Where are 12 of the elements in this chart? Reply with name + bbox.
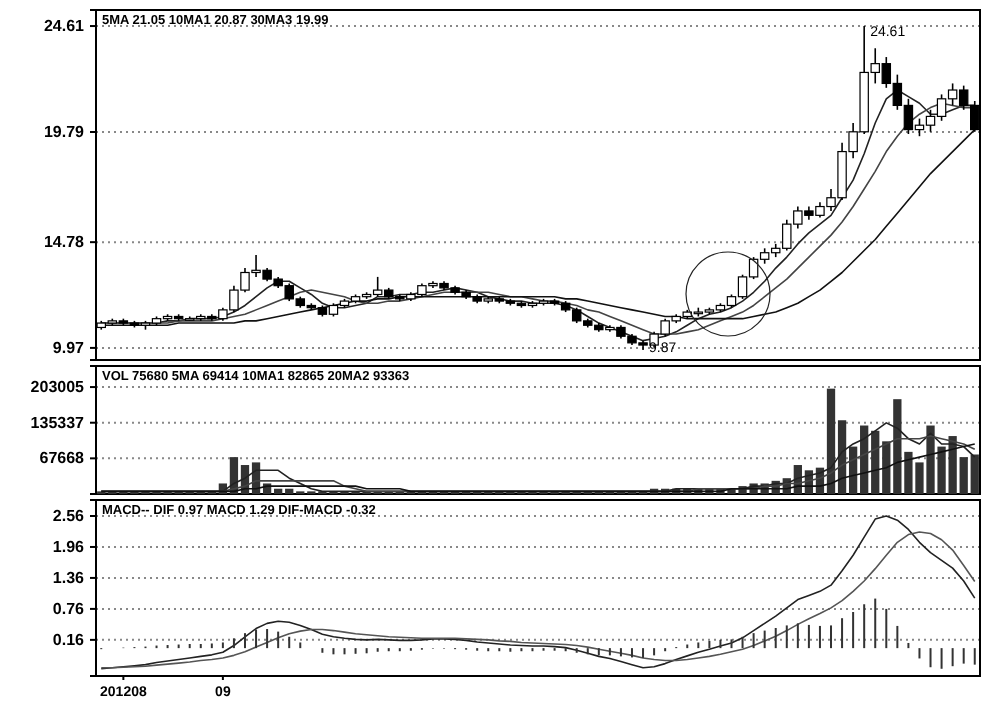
y-tick-label: 67668	[39, 449, 86, 468]
y-tick-label: 2.56	[52, 507, 86, 526]
y-tick-label: 135337	[30, 413, 86, 432]
y-tick-label: 24.61	[43, 17, 86, 36]
y-tick-label: 1.96	[52, 538, 86, 557]
y-tick-label: 1.36	[52, 569, 86, 588]
y-tick-label: 0.76	[52, 600, 86, 619]
y-tick-label: 0.16	[52, 630, 86, 649]
y-tick-label: 14.78	[43, 233, 86, 252]
y-tick-label: 9.97	[52, 339, 86, 358]
y-tick-label: 19.79	[43, 123, 86, 142]
y-tick-label: 203005	[30, 378, 86, 397]
